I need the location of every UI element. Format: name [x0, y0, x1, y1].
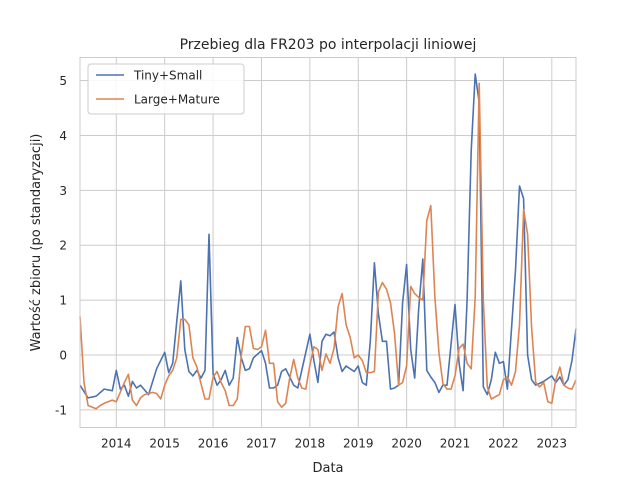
- y-tick-label: 5: [59, 74, 67, 88]
- x-tick-label: 2016: [198, 437, 229, 451]
- x-axis-label: Data: [312, 461, 343, 476]
- series-line-tiny-small: [79, 73, 577, 399]
- chart-title: Przebieg dla FR203 po interpolacji linio…: [180, 37, 477, 53]
- y-tick-label: 1: [59, 294, 67, 308]
- x-tick-label: 2021: [440, 437, 471, 451]
- legend-box: [87, 63, 245, 115]
- y-tick-label: -1: [55, 403, 67, 417]
- x-tick-label: 2018: [295, 437, 326, 451]
- x-tick-labels: 2014 2015 2016 2017 2018 2019 2020 2021 2022 2023: [101, 437, 567, 451]
- x-tick-label: 2022: [488, 437, 519, 451]
- legend-label-tiny-small: Tiny+Small: [133, 69, 202, 83]
- legend: Tiny+Small Large+Mature: [87, 63, 245, 115]
- y-tick-label: 2: [59, 239, 67, 253]
- plot-frame: [79, 57, 577, 428]
- x-tick-label: 2014: [101, 437, 132, 451]
- x-tick-label: 2015: [149, 437, 180, 451]
- y-tick-labels: -1 0 1 2 3 4 5: [55, 74, 67, 417]
- y-tick-label: 3: [59, 184, 67, 198]
- legend-label-large-mature: Large+Mature: [134, 93, 220, 107]
- y-axis-label: Wartość zbioru (po standaryzacji): [29, 134, 44, 352]
- x-tick-label: 2017: [246, 437, 277, 451]
- x-tick-label: 2020: [391, 437, 422, 451]
- x-tick-label: 2023: [537, 437, 568, 451]
- series-line-large-mature: [79, 82, 577, 410]
- series-lines: [79, 73, 577, 410]
- x-tick-label: 2019: [343, 437, 374, 451]
- y-tick-label: 4: [59, 129, 67, 143]
- y-tick-label: 0: [59, 349, 67, 363]
